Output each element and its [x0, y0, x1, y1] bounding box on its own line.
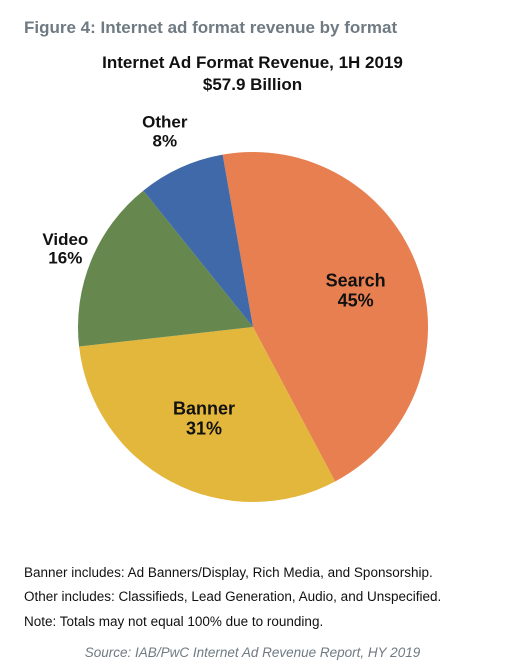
svg-text:Search: Search — [325, 271, 385, 291]
svg-text:45%: 45% — [337, 291, 373, 311]
chart-title-line1: Internet Ad Format Revenue, 1H 2019 — [24, 52, 481, 74]
footnote-line: Other includes: Classifieds, Lead Genera… — [24, 588, 481, 606]
pie-label-video: Video16% — [42, 230, 88, 268]
svg-text:31%: 31% — [186, 419, 222, 439]
svg-text:Other: Other — [142, 113, 188, 132]
svg-text:Video: Video — [42, 230, 88, 249]
source-line: Source: IAB/PwC Internet Ad Revenue Repo… — [24, 645, 481, 660]
svg-text:8%: 8% — [152, 132, 177, 151]
pie-label-other: Other8% — [142, 113, 188, 151]
pie-chart-container: Search45% Banner31% Video16% Other8% — [24, 104, 481, 550]
footnote-line: Note: Totals may not equal 100% due to r… — [24, 613, 481, 631]
svg-text:Banner: Banner — [173, 399, 235, 419]
footnote-line: Banner includes: Ad Banners/Display, Ric… — [24, 564, 481, 582]
figure-caption: Figure 4: Internet ad format revenue by … — [24, 18, 481, 38]
svg-text:16%: 16% — [48, 249, 82, 268]
chart-title-line2: $57.9 Billion — [24, 74, 481, 96]
footnotes: Banner includes: Ad Banners/Display, Ric… — [24, 564, 481, 631]
chart-title: Internet Ad Format Revenue, 1H 2019 $57.… — [24, 52, 481, 96]
pie-chart: Search45% Banner31% Video16% Other8% — [30, 104, 476, 550]
